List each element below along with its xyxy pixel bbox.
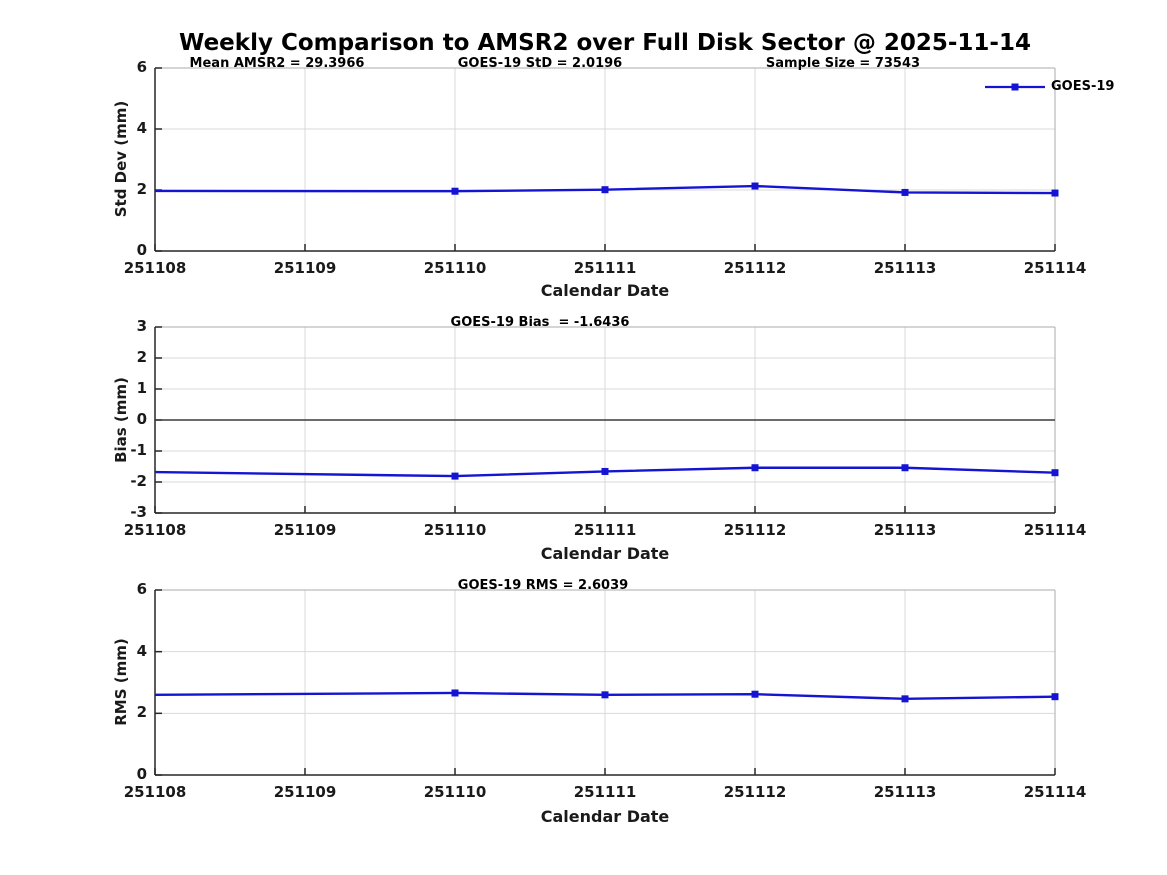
data-point-marker: [601, 467, 609, 475]
y-tick-label: 6: [136, 580, 147, 598]
x-tick-label: 251111: [573, 783, 637, 801]
legend-label-goes19: GOES-19: [1051, 79, 1115, 94]
rms-line: [154, 691, 1056, 701]
y-tick-label: 0: [136, 241, 147, 259]
y-tick-label: -2: [130, 472, 147, 490]
x-tick-label: 251111: [573, 259, 637, 277]
x-tick-label: 251109: [273, 521, 337, 539]
x-tick-label: 251114: [1023, 521, 1087, 539]
data-point-marker: [451, 689, 459, 697]
y-tick-label: 0: [136, 765, 147, 783]
x-tick-label: 251114: [1023, 783, 1087, 801]
y-tick-label: -1: [130, 441, 147, 459]
y-tick-label: 1: [136, 379, 147, 397]
data-point-marker: [1051, 469, 1059, 477]
x-tick-label: 251112: [723, 259, 787, 277]
annotation-mean-amsr2: Mean AMSR2 = 29.3966: [189, 56, 365, 71]
y-tick-label: 0: [136, 410, 147, 428]
annotation-goes19-std: GOES-19 StD = 2.0196: [457, 56, 623, 71]
x-tick-label: 251110: [423, 259, 487, 277]
bias-line: [154, 466, 1056, 478]
x-tick-label: 251112: [723, 783, 787, 801]
data-point-marker: [751, 182, 759, 190]
y-tick-label: -3: [130, 503, 147, 521]
x-tick-label: 251108: [123, 521, 187, 539]
y-tick-label: 4: [136, 119, 147, 137]
x-tick-label: 251109: [273, 259, 337, 277]
y-tick-label: 3: [136, 317, 147, 335]
x-tick-label: 251113: [873, 259, 937, 277]
xlabel-calendar-date-2: Calendar Date: [540, 544, 670, 563]
x-tick-label: 251110: [423, 521, 487, 539]
subplot-title-rms: GOES-19 RMS = 2.6039: [457, 578, 629, 593]
x-tick-label: 251109: [273, 783, 337, 801]
annotation-sample-size: Sample Size = 73543: [765, 56, 921, 71]
x-tick-label: 251113: [873, 521, 937, 539]
subplot-title-bias: GOES-19 Bias = -1.6436: [450, 315, 630, 330]
data-point-marker: [901, 464, 909, 472]
data-point-marker: [1051, 189, 1059, 197]
data-point-marker: [901, 695, 909, 703]
y-tick-label: 4: [136, 641, 147, 660]
data-point-marker: [601, 186, 609, 194]
data-point-marker: [451, 187, 459, 195]
x-tick-label: 251113: [873, 783, 937, 801]
data-point-marker: [451, 472, 459, 480]
figure-title: Weekly Comparison to AMSR2 over Full Dis…: [179, 30, 1031, 56]
legend-marker-sample: [1011, 83, 1019, 91]
data-point-marker: [901, 188, 909, 196]
x-tick-label: 251110: [423, 783, 487, 801]
x-tick-label: 251114: [1023, 259, 1087, 277]
std-dev-line: [154, 184, 1056, 195]
data-point-marker: [601, 691, 609, 699]
xlabel-calendar-date-1: Calendar Date: [540, 281, 670, 300]
x-tick-label: 251108: [123, 259, 187, 277]
y-tick-label: 2: [136, 180, 147, 198]
data-point-marker: [751, 464, 759, 472]
y-tick-label: 2: [136, 348, 147, 366]
xlabel-calendar-date-3: Calendar Date: [540, 807, 670, 826]
y-tick-label: 6: [136, 58, 147, 76]
x-tick-label: 251108: [123, 783, 187, 801]
x-tick-label: 251111: [573, 521, 637, 539]
data-point-marker: [1051, 693, 1059, 701]
data-point-marker: [751, 690, 759, 698]
x-tick-label: 251112: [723, 521, 787, 539]
y-tick-label: 2: [136, 703, 147, 722]
